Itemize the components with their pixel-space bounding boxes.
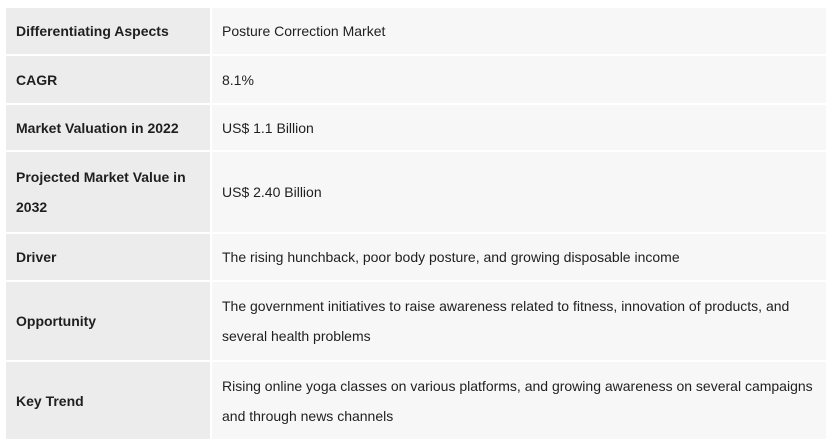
table-row: Differentiating Aspects Posture Correcti…	[6, 8, 826, 56]
row-value-key-trend: Rising online yoga classes on various pl…	[211, 361, 826, 441]
market-summary-table: Differentiating Aspects Posture Correcti…	[6, 8, 826, 441]
row-value-cagr: 8.1%	[211, 55, 826, 105]
market-summary-table-container: Differentiating Aspects Posture Correcti…	[6, 8, 826, 441]
row-value-projected-market-value-2032: US$ 2.40 Billion	[211, 151, 826, 234]
table-row: Market Valuation in 2022 US$ 1.1 Billion	[6, 104, 826, 152]
row-label-cagr: CAGR	[6, 55, 212, 105]
row-label-driver: Driver	[6, 233, 212, 282]
table-row: Projected Market Value in 2032 US$ 2.40 …	[6, 151, 826, 234]
row-label-key-trend: Key Trend	[6, 361, 212, 441]
row-value-differentiating-aspects: Posture Correction Market	[211, 8, 826, 56]
row-label-projected-market-value-2032: Projected Market Value in 2032	[6, 151, 212, 234]
table-row: CAGR 8.1%	[6, 55, 826, 105]
table-row: Key Trend Rising online yoga classes on …	[6, 361, 826, 441]
row-value-driver: The rising hunchback, poor body posture,…	[211, 233, 826, 282]
row-label-market-valuation-2022: Market Valuation in 2022	[6, 104, 212, 152]
table-row: Driver The rising hunchback, poor body p…	[6, 233, 826, 282]
row-label-opportunity: Opportunity	[6, 281, 212, 362]
table-row: Opportunity The government initiatives t…	[6, 281, 826, 362]
row-label-differentiating-aspects: Differentiating Aspects	[6, 8, 212, 56]
row-value-opportunity: The government initiatives to raise awar…	[211, 281, 826, 362]
row-value-market-valuation-2022: US$ 1.1 Billion	[211, 104, 826, 152]
